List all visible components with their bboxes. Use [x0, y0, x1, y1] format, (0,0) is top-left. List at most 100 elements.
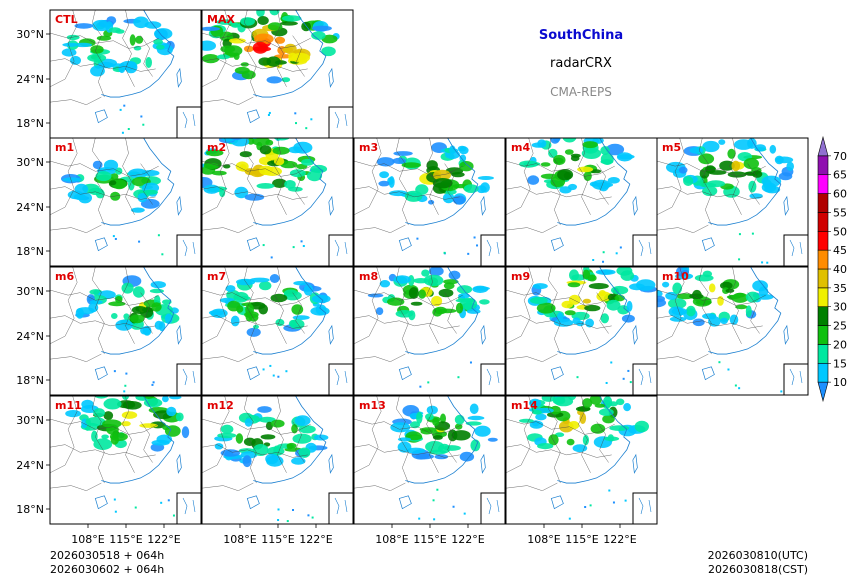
x-tick-label: 122°E — [147, 533, 180, 546]
hainan-outline — [95, 367, 107, 380]
y-tick-label: 30°N — [16, 414, 44, 427]
province-border — [202, 33, 311, 48]
reflectivity-cell — [124, 384, 127, 387]
province-border — [396, 267, 408, 354]
reflectivity-cell — [459, 451, 475, 462]
province-border — [657, 161, 766, 176]
province-border — [657, 316, 763, 329]
province-border — [202, 59, 308, 72]
reflectivity-cell — [143, 398, 163, 408]
panel-ctl: CTL — [49, 9, 202, 139]
taiwan-outline — [329, 326, 334, 344]
reflectivity-cell — [379, 171, 389, 179]
colorbar-tick-label: 60 — [833, 188, 847, 201]
province-border — [354, 225, 405, 233]
reflectivity-cell — [240, 17, 255, 26]
reflectivity-cell — [119, 108, 122, 111]
reflectivity-cell — [130, 314, 145, 324]
reflectivity-cell — [242, 455, 252, 468]
reflectivity-cell — [388, 176, 395, 188]
reflectivity-cell — [234, 186, 249, 199]
coastline — [253, 396, 325, 483]
coastline — [557, 138, 629, 225]
reflectivity-cell — [755, 294, 774, 300]
province-border — [657, 225, 708, 233]
reflectivity-cell — [210, 308, 228, 318]
reflectivity-cell — [133, 16, 149, 29]
reflectivity-cell — [142, 123, 145, 126]
member-label: m3 — [359, 141, 378, 154]
reflectivity-cell — [459, 161, 474, 172]
reflectivity-cell — [121, 421, 131, 427]
south-china-sea-inset — [328, 363, 354, 396]
reflectivity-cell — [142, 396, 155, 399]
province-border — [274, 10, 286, 87]
reflectivity-cell — [463, 512, 466, 515]
reflectivity-cell — [265, 453, 279, 465]
reflectivity-cell — [253, 324, 259, 329]
reflectivity-cell — [616, 398, 625, 406]
south-china-sea-inset — [783, 363, 809, 396]
province-border — [396, 396, 408, 483]
reflectivity-cell — [612, 501, 615, 504]
reflectivity-cell — [392, 157, 407, 164]
reflectivity-cell — [568, 421, 580, 430]
south-china-sea-inset — [176, 363, 202, 396]
reflectivity-cell — [259, 145, 272, 155]
colorbar-tick-label: 45 — [833, 244, 847, 257]
reflectivity-cell — [93, 408, 105, 418]
member-label: m6 — [55, 270, 74, 283]
reflectivity-cell — [527, 175, 540, 185]
x-tick-label: 115°E — [565, 533, 598, 546]
taiwan-outline — [633, 455, 638, 473]
reflectivity-cell — [140, 326, 149, 335]
region-title: SouthChina — [539, 28, 623, 43]
province-border — [92, 138, 104, 225]
south-china-sea-inset — [328, 106, 354, 139]
reflectivity-cell — [702, 270, 713, 278]
province-border — [293, 36, 305, 77]
taiwan-outline — [329, 197, 334, 215]
coastline — [253, 10, 325, 97]
panel-frame — [505, 395, 658, 525]
reflectivity-cell — [548, 434, 559, 446]
reflectivity-cell — [294, 112, 297, 115]
panel-frame — [656, 266, 809, 396]
hainan-outline — [551, 367, 563, 380]
reflectivity-cell — [108, 301, 126, 307]
colorbar-segment — [817, 268, 829, 289]
reflectivity-cell — [615, 252, 618, 255]
reflectivity-cell — [474, 425, 491, 437]
reflectivity-cell — [160, 501, 163, 504]
reflectivity-cell — [455, 302, 464, 314]
panel-m9: m9 — [505, 266, 658, 396]
reflectivity-cell — [128, 168, 148, 179]
reflectivity-cell — [676, 293, 695, 300]
inset-coast — [486, 497, 500, 515]
reflectivity-cell — [689, 293, 704, 300]
reflectivity-cell — [764, 185, 781, 194]
reflectivity-cell — [113, 370, 116, 373]
reflectivity-cell — [305, 127, 308, 130]
reflectivity-cell — [131, 306, 148, 314]
y-tick-label: 30°N — [16, 156, 44, 169]
reflectivity-cell — [557, 169, 574, 181]
reflectivity-cell — [562, 138, 577, 143]
reflectivity-cell — [289, 169, 306, 178]
province-border — [506, 316, 612, 329]
reflectivity-cell — [582, 298, 592, 304]
reflectivity-cell — [552, 396, 566, 405]
y-axis-labels: 30°N 24°N 18°N 30°N 24°N 18°N 30°N 24°N 18°N 30°N… — [16, 28, 50, 516]
reflectivity-cell — [434, 454, 449, 460]
province-border — [202, 290, 311, 305]
reflectivity-cell — [88, 302, 99, 313]
reflectivity-cell — [780, 390, 783, 393]
panel-max: MAX — [201, 9, 354, 139]
reflectivity-cell — [375, 307, 384, 315]
colorbar-tick-label: 50 — [833, 225, 847, 238]
reflectivity-cell — [698, 153, 715, 165]
hainan-outline — [95, 110, 107, 123]
colorbar-segment — [817, 155, 829, 176]
reflectivity-cell — [288, 319, 297, 328]
panel-m4: m4 — [505, 137, 658, 267]
